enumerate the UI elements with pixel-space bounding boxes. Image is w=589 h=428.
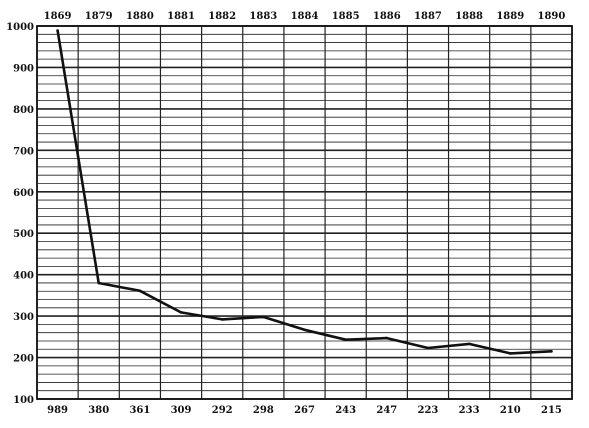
data-point [220,318,224,321]
frame-layer [36,25,573,400]
x-value-label: 267 [294,405,315,416]
y-tick-label: 700 [13,146,34,157]
x-year-label: 1889 [496,11,524,22]
x-value-label: 292 [212,405,233,416]
data-point [550,350,553,353]
x-year-label: 1888 [455,11,483,22]
x-value-label: 247 [376,405,397,416]
y-tick-label: 1000 [6,22,34,33]
x-value-label: 215 [541,405,562,416]
x-value-label: 298 [253,405,274,416]
data-point [97,281,101,285]
x-year-label: 1890 [538,11,566,22]
data-point [508,352,512,355]
x-year-label: 1882 [208,11,236,22]
data-point [303,328,306,332]
data-point [138,289,142,293]
y-tick-label: 200 [13,354,34,365]
data-point [179,311,183,314]
series-layer [56,29,553,355]
x-year-label: 1886 [373,11,401,22]
x-year-label: 1883 [249,11,277,22]
x-value-label: 380 [88,405,109,416]
data-point [426,346,430,350]
y-tick-label: 100 [13,395,34,406]
x-value-label: 989 [47,405,68,416]
x-value-label: 223 [418,405,439,416]
data-point [344,338,347,342]
x-value-label: 243 [335,405,356,416]
data-point [56,29,59,32]
data-point [467,342,471,346]
x-year-label: 1885 [332,11,360,22]
y-tick-label: 400 [13,271,34,282]
x-value-label: 361 [129,405,150,416]
y-tick-labels: 1000 900 800 700 600 500 400 300 200 100 [6,22,34,406]
y-tick-label: 800 [13,105,34,116]
y-tick-label: 300 [13,312,34,323]
grid-layer [36,25,573,400]
y-tick-label: 600 [13,188,34,199]
x-top-labels: 1869 1879 1880 1881 1882 1883 1884 1885 1886 1887… [44,11,566,22]
x-value-label: 210 [500,405,521,416]
data-point [262,315,265,319]
x-year-label: 1887 [414,11,442,22]
x-year-label: 1869 [44,11,72,22]
plot-frame [36,25,573,400]
x-year-label: 1884 [291,11,319,22]
data-point [385,336,389,340]
x-value-label: 309 [171,405,192,416]
y-tick-label: 500 [13,229,34,240]
x-year-label: 1881 [167,11,195,22]
x-year-label: 1879 [85,11,113,22]
x-value-label: 233 [459,405,480,416]
y-tick-label: 900 [13,63,34,74]
x-bottom-value-labels: 989 380 361 309 292 298 267 243 247 223 233 210 215 [47,405,562,416]
x-year-label: 1880 [126,11,154,22]
